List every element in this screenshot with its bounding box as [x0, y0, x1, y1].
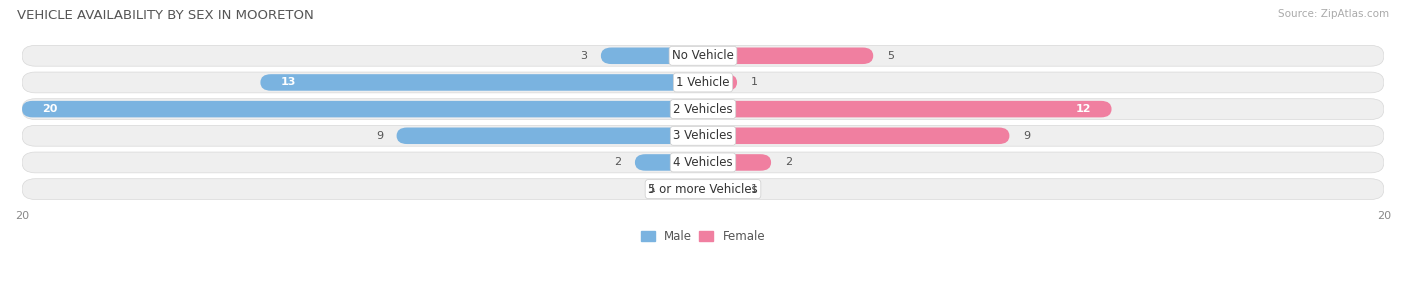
FancyBboxPatch shape	[703, 154, 770, 171]
Text: VEHICLE AVAILABILITY BY SEX IN MOORETON: VEHICLE AVAILABILITY BY SEX IN MOORETON	[17, 9, 314, 22]
Text: 5: 5	[887, 51, 894, 61]
Text: 12: 12	[1076, 104, 1091, 114]
FancyBboxPatch shape	[22, 125, 1384, 146]
Text: 1: 1	[751, 184, 758, 194]
Text: 5 or more Vehicles: 5 or more Vehicles	[648, 183, 758, 196]
FancyBboxPatch shape	[22, 101, 703, 117]
Text: 1: 1	[648, 184, 655, 194]
FancyBboxPatch shape	[703, 127, 1010, 144]
FancyBboxPatch shape	[22, 45, 1384, 66]
FancyBboxPatch shape	[669, 181, 703, 197]
Text: 3: 3	[581, 51, 588, 61]
Text: 9: 9	[375, 131, 382, 141]
FancyBboxPatch shape	[396, 127, 703, 144]
Text: 1: 1	[751, 77, 758, 88]
Text: 2: 2	[785, 157, 792, 167]
Text: 20: 20	[42, 104, 58, 114]
FancyBboxPatch shape	[22, 179, 1384, 199]
Text: No Vehicle: No Vehicle	[672, 49, 734, 62]
FancyBboxPatch shape	[22, 99, 1384, 120]
FancyBboxPatch shape	[600, 48, 703, 64]
FancyBboxPatch shape	[260, 74, 703, 91]
Text: 4 Vehicles: 4 Vehicles	[673, 156, 733, 169]
Text: 3 Vehicles: 3 Vehicles	[673, 129, 733, 142]
Text: Source: ZipAtlas.com: Source: ZipAtlas.com	[1278, 9, 1389, 19]
FancyBboxPatch shape	[703, 74, 737, 91]
FancyBboxPatch shape	[703, 181, 737, 197]
FancyBboxPatch shape	[22, 72, 1384, 93]
Text: 13: 13	[281, 77, 297, 88]
FancyBboxPatch shape	[636, 154, 703, 171]
Text: 1 Vehicle: 1 Vehicle	[676, 76, 730, 89]
FancyBboxPatch shape	[22, 152, 1384, 173]
FancyBboxPatch shape	[703, 48, 873, 64]
FancyBboxPatch shape	[703, 101, 1112, 117]
Text: 9: 9	[1024, 131, 1031, 141]
Legend: Male, Female: Male, Female	[636, 225, 770, 248]
Text: 2: 2	[614, 157, 621, 167]
Text: 2 Vehicles: 2 Vehicles	[673, 102, 733, 116]
